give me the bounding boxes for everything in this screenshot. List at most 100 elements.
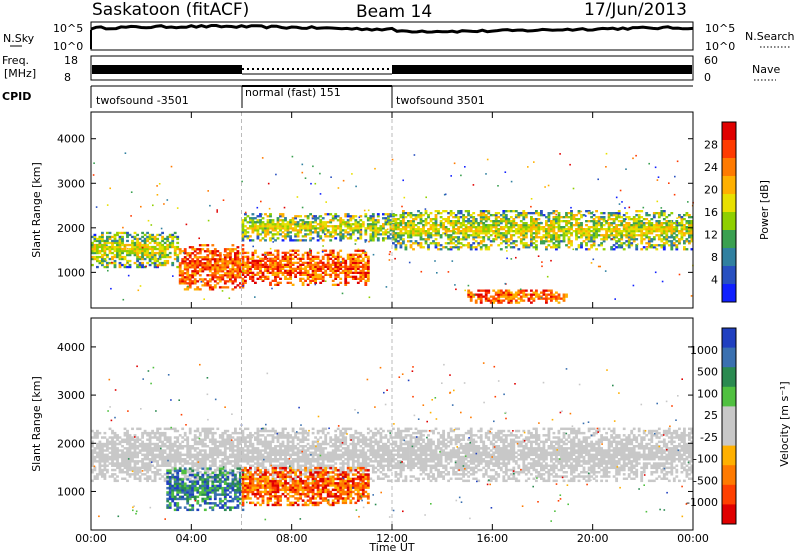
heatmap-cell-2873 [610, 214, 614, 217]
heatmap-cell-11 [93, 255, 97, 259]
heatmap-cell-142 [113, 451, 117, 454]
heatmap-cell-2480 [524, 214, 528, 217]
heatmap-cell-3083 [652, 216, 656, 219]
heatmap-cell-1843 [394, 226, 398, 229]
heatmap-cell-3326 [499, 289, 503, 292]
heatmap-cell-1661 [346, 237, 350, 240]
heatmap-cell-500 [196, 266, 200, 269]
heatmap-cell-1092 [316, 257, 320, 260]
heatmap-cell-2345 [499, 242, 503, 245]
heatmap-cell-2568 [545, 230, 548, 233]
heatmap-cell-753 [241, 266, 245, 269]
heatmap-cell-416 [181, 260, 185, 263]
heatmap-cell-1563 [314, 219, 318, 222]
heatmap-cell-2842 [602, 216, 606, 219]
heatmap-cell-97 [106, 453, 109, 457]
heatmap-cell-3199 [678, 238, 681, 241]
heatmap-cell-686 [229, 250, 232, 253]
heatmap-cell-1394 [264, 223, 267, 226]
heatmap-cell-610 [188, 471, 192, 474]
heatmap-cell-445 [186, 264, 190, 267]
heatmap-cell-1942 [414, 224, 418, 227]
heatmap-cell-2983 [632, 226, 636, 229]
heatmap-cell-106 [108, 458, 112, 461]
heatmap-cell-998 [296, 267, 300, 270]
heatmap-cell-1140 [274, 477, 277, 480]
heatmap-cell-2956 [627, 234, 631, 237]
heatmap-cell-64 [103, 247, 107, 251]
heatmap-cell-884 [234, 479, 237, 483]
heatmap-cell-1086 [316, 273, 320, 276]
heatmap-cell-804 [251, 279, 255, 282]
heatmap-cell-1855 [397, 226, 400, 229]
heatmap-cell-273 [148, 247, 152, 251]
heatmap-cell-857 [264, 267, 267, 270]
heatmap-cell-1158 [276, 464, 280, 467]
heatmap-cell-2111 [452, 226, 456, 229]
heatmap-cell-2945 [625, 226, 629, 229]
heatmap-cell-63 [103, 249, 107, 253]
heatmap-cell-2481 [524, 212, 528, 215]
heatmap-cell-2849 [605, 228, 609, 231]
heatmap-cell-3038 [645, 248, 649, 251]
heatmap-cell-2399 [509, 234, 513, 237]
heatmap-cell-705 [203, 464, 207, 467]
heatmap-cell-1730 [369, 235, 373, 238]
heatmap-cell-1769 [376, 219, 380, 222]
heatmap-cell-3341 [507, 291, 511, 294]
heatmap-cell-1063 [311, 271, 315, 274]
heatmap-cell-1877 [402, 232, 405, 235]
heatmap-cell-3669 [676, 224, 679, 227]
heatmap-cell-817 [221, 445, 225, 448]
heatmap-cell-884 [271, 279, 275, 282]
heatmap-cell-55 [101, 235, 104, 239]
heatmap-cell-854 [226, 434, 230, 437]
heatmap-cell-3216 [680, 218, 684, 221]
heatmap-cell-3612 [207, 219, 210, 222]
heatmap-cell-1570 [316, 227, 320, 230]
heatmap-cell-28 [96, 245, 99, 249]
heatmap-cell-2194 [469, 248, 473, 251]
heatmap-cell-515 [171, 458, 175, 461]
heatmap-cell-498 [168, 458, 172, 461]
heatmap-cell-185 [131, 247, 134, 251]
heatmap-cell-1890 [404, 232, 408, 235]
heatmap-cell-1954 [417, 216, 420, 219]
heatmap-cell-3530 [546, 275, 549, 278]
heatmap-cell-3062 [647, 220, 651, 223]
heatmap-cell-205 [123, 434, 127, 437]
heatmap-cell-215 [136, 237, 140, 241]
heatmap-cell-2052 [439, 236, 443, 239]
heatmap-cell-2668 [565, 230, 568, 233]
heatmap-cell-3100 [657, 230, 661, 233]
heatmap-cell-83 [103, 458, 107, 461]
heatmap-cell-1166 [276, 438, 280, 441]
heatmap-cell-817 [254, 281, 257, 284]
heatmap-cell-7 [91, 243, 94, 247]
heatmap-cell-2212 [472, 230, 476, 233]
heatmap-cell-2506 [532, 242, 536, 245]
heatmap-cell-1653 [344, 235, 348, 238]
heatmap-cell-1589 [321, 217, 325, 220]
heatmap-cell-30 [96, 475, 99, 478]
heatmap-cell-1885 [402, 212, 405, 215]
heatmap-cell-397 [153, 466, 157, 470]
heatmap-cell-2328 [494, 220, 498, 223]
heatmap-cell-495 [168, 464, 172, 467]
heatmap-cell-2400 [509, 230, 513, 233]
heatmap-cell-1239 [354, 275, 358, 278]
heatmap-cell-315 [141, 458, 145, 461]
heatmap-cell-2935 [622, 220, 626, 223]
heatmap-cell-2613 [552, 218, 556, 221]
heatmap-cell-1319 [241, 225, 245, 228]
heatmap-cell-190 [131, 235, 134, 239]
heatmap-cell-333 [161, 247, 165, 251]
heatmap-cell-3583 [209, 204, 211, 207]
heatmap-cell-1715 [361, 221, 365, 224]
heatmap-cell-283 [151, 251, 155, 255]
heatmap-cell-1709 [359, 225, 363, 228]
heatmap-cell-367 [148, 453, 152, 457]
heatmap-cell-1425 [274, 233, 277, 236]
heatmap-cell-168 [118, 468, 122, 472]
heatmap-cell-1539 [306, 217, 310, 220]
